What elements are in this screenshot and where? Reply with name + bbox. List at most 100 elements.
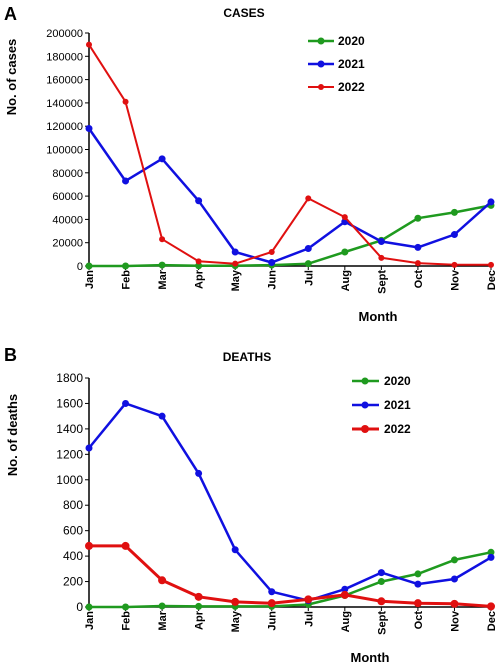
data-point-2022-Jan <box>86 41 92 48</box>
x-tick-label: Jul <box>303 270 315 286</box>
data-point-2021-Sept <box>377 238 385 246</box>
legend-entry-2022: 2022 <box>352 422 411 436</box>
y-tick-label: 160000 <box>46 75 83 87</box>
data-point-2022-Oct <box>414 260 421 267</box>
data-point-2022-Dec <box>488 261 494 268</box>
y-tick-label: 180000 <box>46 51 83 63</box>
data-point-2021-Jun <box>268 588 276 596</box>
data-point-2021-Mar <box>158 155 166 163</box>
data-point-2021-May <box>231 546 239 554</box>
y-tick-label: 200000 <box>46 28 83 40</box>
y-tick-label: 100000 <box>46 145 83 157</box>
chart-deaths: B DEATHS No. of deaths Month 0 200 400 600 8… <box>4 345 498 665</box>
data-point-2020-Nov <box>450 556 458 564</box>
x-tick-label: Sept <box>376 611 388 635</box>
x-tick-label: Nov <box>449 269 461 291</box>
y-tick-label: 800 <box>63 498 83 512</box>
x-tick-label: Jun <box>267 270 279 290</box>
x-tick-label: Mar <box>157 610 169 630</box>
series-line-2021 <box>88 402 492 602</box>
y-tick-label: 140000 <box>46 98 83 110</box>
data-point-2021-Dec <box>487 198 495 206</box>
x-tick-label: Dec <box>486 611 498 631</box>
x-tick-label: May <box>230 610 242 632</box>
x-tick-label: Jul <box>303 611 315 627</box>
y-axis-label-deaths: No. of deaths <box>5 394 20 476</box>
data-point-2020-Jan <box>85 262 93 270</box>
y-ticks-deaths: 0 200 400 600 800 1000 1200 1400 1600 1800 <box>56 371 89 614</box>
data-point-2022-Apr <box>194 592 203 601</box>
y-tick-label: 0 <box>77 261 83 273</box>
legend-entry-2020: 2020 <box>308 34 365 48</box>
series-line-2020 <box>89 204 492 268</box>
data-point-2021-Sept <box>377 569 385 577</box>
panel-label-b: B <box>4 345 17 365</box>
legend-swatch-marker <box>361 425 369 433</box>
data-point-2021-Oct <box>414 243 422 251</box>
x-tick-label: Jan <box>84 270 96 289</box>
chart-cases: A CASES No. of cases Month 0 20000 40000 60… <box>4 4 498 324</box>
data-point-2021-Jul <box>304 245 312 253</box>
y-tick-label: 600 <box>63 524 83 538</box>
data-point-2021-Jan <box>85 444 93 452</box>
data-point-2021-Feb <box>122 399 130 407</box>
x-tick-label: Oct <box>413 270 425 289</box>
series-2022 <box>85 541 495 611</box>
data-point-2021-Apr <box>195 469 203 477</box>
series-2021 <box>85 399 495 605</box>
data-point-2020-Apr <box>195 602 203 610</box>
data-point-2021-Feb <box>122 177 130 185</box>
data-point-2022-Feb <box>121 541 130 550</box>
legend-entry-2020: 2020 <box>352 374 411 388</box>
x-tick-label: Feb <box>121 611 133 631</box>
data-point-2022-May <box>232 260 239 267</box>
x-tick-label: Aug <box>340 611 352 632</box>
series-line-2022 <box>89 544 492 608</box>
data-point-2020-Aug <box>341 248 349 256</box>
y-tick-label: 1800 <box>56 371 83 385</box>
x-tick-label: Jun <box>267 611 279 631</box>
data-point-2021-Jun <box>268 259 276 267</box>
y-tick-label: 1000 <box>56 473 83 487</box>
data-point-2022-Mar <box>158 576 167 585</box>
y-tick-label: 120000 <box>46 121 83 133</box>
data-point-2020-Oct <box>414 214 422 222</box>
legend-label: 2020 <box>384 374 411 388</box>
y-tick-label: 1400 <box>56 422 83 436</box>
data-point-2022-Jun <box>268 249 275 256</box>
x-tick-label: Nov <box>449 610 461 632</box>
series-2022 <box>86 41 494 268</box>
data-point-2021-May <box>231 248 239 256</box>
data-point-2020-Dec <box>487 548 495 556</box>
data-point-2021-Jan <box>85 125 93 133</box>
data-point-2021-Nov <box>450 231 458 239</box>
y-tick-label: 200 <box>63 575 83 589</box>
data-point-2022-Aug <box>341 214 348 221</box>
data-point-2020-Feb <box>122 603 130 611</box>
data-point-2020-Feb <box>122 262 130 270</box>
y-tick-label: 20000 <box>52 238 83 250</box>
data-point-2022-Jun <box>267 599 276 608</box>
y-tick-label: 40000 <box>52 214 83 226</box>
data-point-2021-Mar <box>158 412 166 420</box>
x-tick-label: May <box>230 269 242 291</box>
x-tick-label: Feb <box>121 270 133 290</box>
legend-entry-2021: 2021 <box>352 398 411 412</box>
chart-title-deaths: DEATHS <box>223 350 271 364</box>
legend-entry-2021: 2021 <box>308 57 365 71</box>
data-point-2022-Dec <box>487 602 495 611</box>
data-point-2020-Mar <box>158 602 166 610</box>
series-deaths <box>85 399 495 611</box>
data-point-2020-Apr <box>195 262 203 270</box>
x-tick-label: Dec <box>486 270 498 290</box>
series-line-2022 <box>88 44 491 266</box>
panel-label-a: A <box>4 4 17 24</box>
data-point-2022-May <box>231 597 240 606</box>
legend-label: 2020 <box>338 34 365 48</box>
data-point-2022-Nov <box>451 261 458 268</box>
x-tick-label: Apr <box>194 610 206 630</box>
legend-swatch-marker <box>318 84 324 90</box>
data-point-2022-Aug <box>340 590 349 599</box>
legend-label: 2021 <box>384 398 411 412</box>
